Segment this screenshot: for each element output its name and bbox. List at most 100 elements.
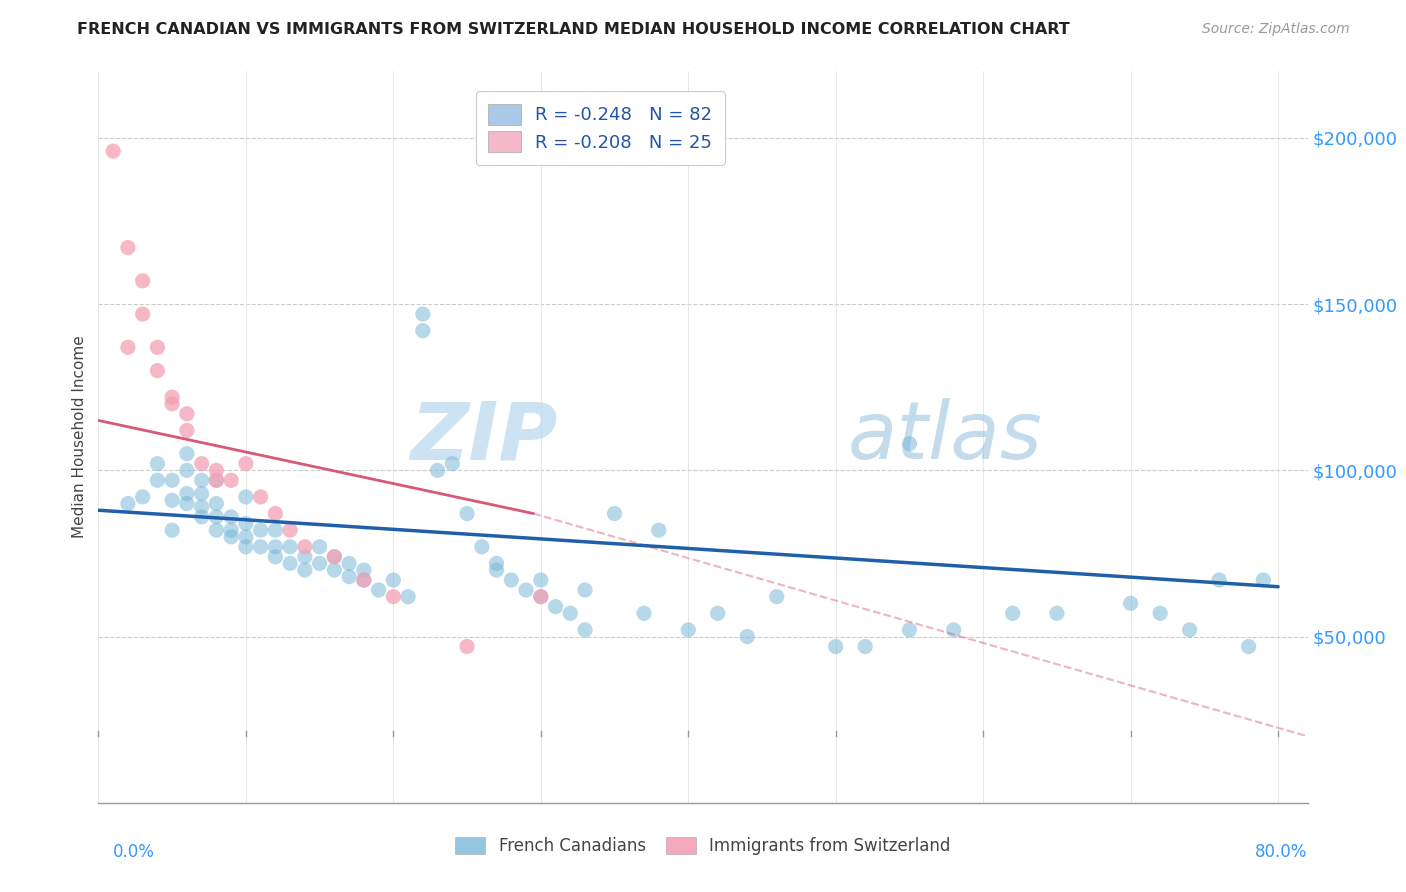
Point	[117, 241, 139, 255]
Point	[146, 473, 169, 487]
Point	[146, 457, 169, 471]
Point	[648, 523, 671, 537]
Point	[1253, 573, 1275, 587]
Point	[501, 573, 523, 587]
Point	[1149, 607, 1171, 621]
Point	[441, 457, 464, 471]
Point	[176, 486, 198, 500]
Point	[353, 563, 375, 577]
Point	[176, 497, 198, 511]
Point	[205, 473, 228, 487]
Point	[515, 582, 537, 597]
Point	[323, 549, 346, 564]
Point	[235, 516, 257, 531]
Point	[176, 447, 198, 461]
Point	[367, 582, 389, 597]
Point	[160, 523, 183, 537]
Point	[131, 274, 153, 288]
Point	[219, 530, 242, 544]
Point	[853, 640, 876, 654]
Point	[176, 407, 198, 421]
Point	[294, 563, 316, 577]
Legend: R = -0.248   N = 82, R = -0.208   N = 25: R = -0.248 N = 82, R = -0.208 N = 25	[475, 91, 725, 165]
Point	[205, 463, 228, 477]
Point	[160, 390, 183, 404]
Point	[396, 590, 419, 604]
Point	[471, 540, 494, 554]
Point	[456, 507, 478, 521]
Point	[560, 607, 582, 621]
Point	[190, 486, 212, 500]
Point	[574, 623, 596, 637]
Point	[530, 590, 553, 604]
Point	[1046, 607, 1069, 621]
Point	[146, 340, 169, 354]
Text: 80.0%: 80.0%	[1256, 843, 1308, 861]
Point	[235, 530, 257, 544]
Text: atlas: atlas	[848, 398, 1043, 476]
Point	[1208, 573, 1230, 587]
Point	[530, 590, 553, 604]
Point	[190, 509, 212, 524]
Point	[117, 497, 139, 511]
Point	[160, 473, 183, 487]
Point	[824, 640, 846, 654]
Point	[898, 623, 921, 637]
Text: 0.0%: 0.0%	[112, 843, 155, 861]
Point	[1119, 596, 1142, 610]
Point	[735, 630, 758, 644]
Point	[235, 490, 257, 504]
Point	[337, 557, 360, 571]
Point	[101, 144, 124, 158]
Point	[235, 540, 257, 554]
Point	[160, 397, 183, 411]
Point	[146, 363, 169, 377]
Point	[117, 340, 139, 354]
Point	[382, 590, 405, 604]
Point	[574, 582, 596, 597]
Point	[131, 490, 153, 504]
Point	[131, 307, 153, 321]
Point	[323, 549, 346, 564]
Point	[264, 549, 287, 564]
Point	[278, 540, 301, 554]
Point	[1001, 607, 1024, 621]
Point	[544, 599, 567, 614]
Point	[942, 623, 965, 637]
Point	[249, 523, 271, 537]
Point	[219, 473, 242, 487]
Point	[190, 473, 212, 487]
Point	[235, 457, 257, 471]
Point	[294, 549, 316, 564]
Text: FRENCH CANADIAN VS IMMIGRANTS FROM SWITZERLAND MEDIAN HOUSEHOLD INCOME CORRELATI: FRENCH CANADIAN VS IMMIGRANTS FROM SWITZ…	[77, 22, 1070, 37]
Point	[382, 573, 405, 587]
Point	[249, 490, 271, 504]
Point	[190, 500, 212, 514]
Point	[353, 573, 375, 587]
Point	[219, 523, 242, 537]
Point	[678, 623, 700, 637]
Text: Source: ZipAtlas.com: Source: ZipAtlas.com	[1202, 22, 1350, 37]
Point	[264, 523, 287, 537]
Point	[765, 590, 787, 604]
Point	[219, 509, 242, 524]
Point	[603, 507, 626, 521]
Point	[294, 540, 316, 554]
Text: ZIP: ZIP	[411, 398, 558, 476]
Point	[205, 523, 228, 537]
Point	[353, 573, 375, 587]
Point	[308, 540, 330, 554]
Point	[205, 509, 228, 524]
Point	[412, 324, 434, 338]
Point	[898, 436, 921, 450]
Point	[278, 557, 301, 571]
Point	[176, 424, 198, 438]
Point	[264, 507, 287, 521]
Point	[633, 607, 655, 621]
Point	[456, 640, 478, 654]
Point	[1178, 623, 1201, 637]
Point	[323, 563, 346, 577]
Point	[308, 557, 330, 571]
Y-axis label: Median Household Income: Median Household Income	[72, 335, 87, 539]
Point	[337, 570, 360, 584]
